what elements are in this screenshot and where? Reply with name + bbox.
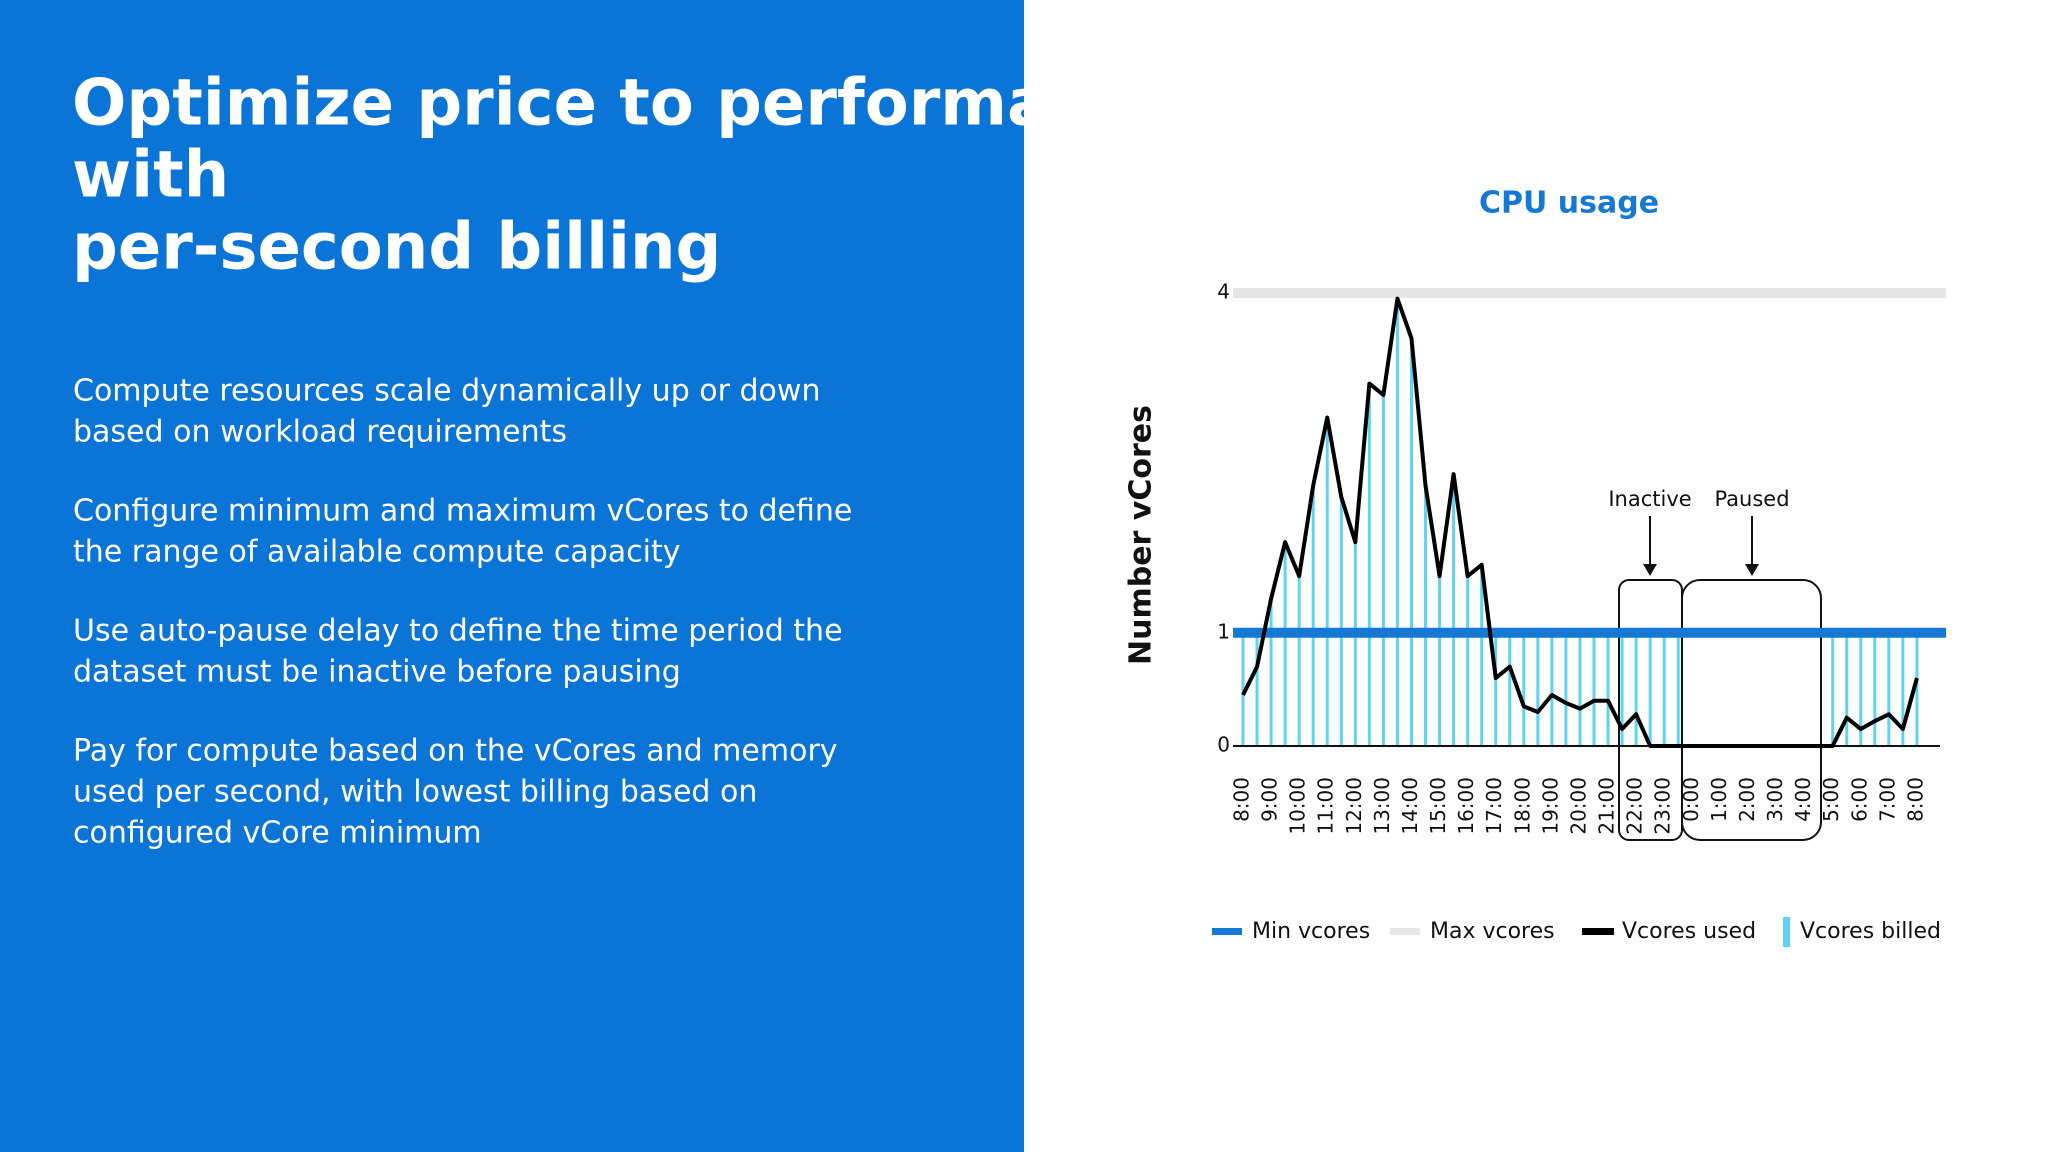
y-axis-label: Number vCores	[1124, 405, 1159, 665]
body-text: dataset must be inactive before pausing	[73, 655, 681, 690]
annotation-label: Paused	[1714, 487, 1789, 511]
x-tick-label: 0:00	[1679, 777, 1703, 822]
x-tick-label: 10:00	[1286, 777, 1310, 835]
x-tick-label: 21:00	[1595, 777, 1619, 835]
body-text: Pay for compute based on the vCores and …	[73, 734, 838, 769]
left-panel	[0, 0, 1024, 1152]
arrow-head	[1643, 564, 1657, 576]
slide-title: with	[72, 139, 229, 213]
body-text: used per second, with lowest billing bas…	[73, 775, 757, 810]
legend-label: Vcores used	[1622, 919, 1756, 944]
x-tick-label: 17:00	[1482, 777, 1506, 835]
x-tick-label: 7:00	[1875, 777, 1899, 822]
legend-label: Max vcores	[1430, 919, 1555, 944]
x-tick-label: 4:00	[1791, 777, 1815, 822]
body-text: configured vCore minimum	[73, 816, 482, 851]
x-tick-label: 13:00	[1370, 777, 1394, 835]
x-tick-label: 19:00	[1538, 777, 1562, 835]
body-text: the range of available compute capacity	[73, 535, 680, 570]
x-tick-label: 15:00	[1426, 777, 1450, 835]
x-tick-label: 22:00	[1623, 777, 1647, 835]
body-text: Use auto-pause delay to define the time …	[73, 614, 843, 649]
chart-title: CPU usage	[1479, 186, 1659, 221]
x-tick-label: 5:00	[1819, 777, 1843, 822]
x-tick-label: 12:00	[1342, 777, 1366, 835]
slide-title: Optimize price to performance	[72, 67, 1177, 141]
x-tick-label: 1:00	[1707, 777, 1731, 822]
x-tick-label: 6:00	[1847, 777, 1871, 822]
legend-label: Min vcores	[1252, 919, 1370, 944]
y-tick-label: 4	[1217, 280, 1230, 304]
legend-swatch	[1390, 928, 1420, 935]
x-tick-label: 3:00	[1763, 777, 1787, 822]
x-tick-label: 9:00	[1258, 777, 1282, 822]
annotation-box	[1681, 579, 1822, 841]
x-tick-label: 2:00	[1735, 777, 1759, 822]
x-tick-label: 11:00	[1314, 777, 1338, 835]
legend-swatch	[1783, 917, 1790, 947]
body-text: Compute resources scale dynamically up o…	[73, 374, 820, 409]
slide-title: per-second billing	[72, 211, 721, 285]
used-line	[1241, 296, 1919, 748]
x-tick-label: 20:00	[1566, 777, 1590, 835]
annotation-label: Inactive	[1608, 487, 1691, 511]
slide-text: Optimize price to performancewithper-sec…	[72, 67, 1177, 851]
x-tick-label: 8:00	[1903, 777, 1927, 822]
body-text: Configure minimum and maximum vCores to …	[73, 494, 852, 529]
x-tick-label: 8:00	[1230, 777, 1254, 822]
y-tick-label: 1	[1217, 619, 1230, 643]
body-text: based on workload requirements	[73, 415, 567, 450]
x-tick-label: 14:00	[1398, 777, 1422, 835]
y-tick-label: 0	[1217, 733, 1230, 757]
legend-label: Vcores billed	[1800, 919, 1941, 944]
annotation-paused: Paused	[1681, 487, 1822, 841]
arrow-head	[1745, 564, 1759, 576]
legend-swatch	[1212, 928, 1242, 935]
x-tick-label: 23:00	[1651, 777, 1675, 835]
x-tick-label: 18:00	[1510, 777, 1534, 835]
x-tick-label: 16:00	[1454, 777, 1478, 835]
legend-swatch	[1582, 928, 1614, 935]
